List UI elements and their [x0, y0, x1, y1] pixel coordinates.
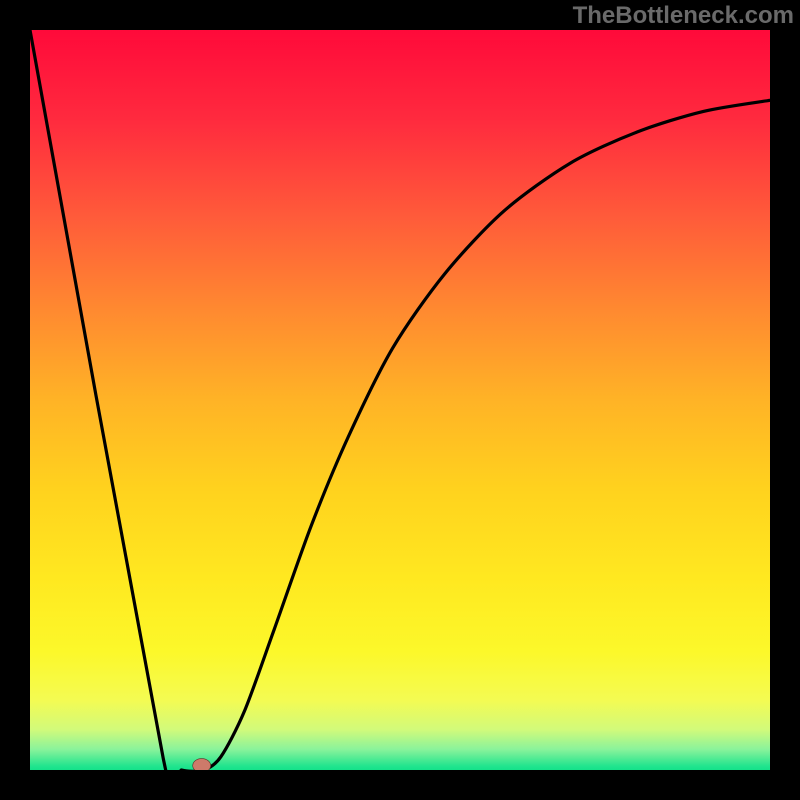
curve-layer — [0, 0, 800, 800]
bottleneck-curve — [30, 30, 770, 800]
chart-container: TheBottleneck.com — [0, 0, 800, 800]
optimum-marker — [193, 759, 211, 773]
